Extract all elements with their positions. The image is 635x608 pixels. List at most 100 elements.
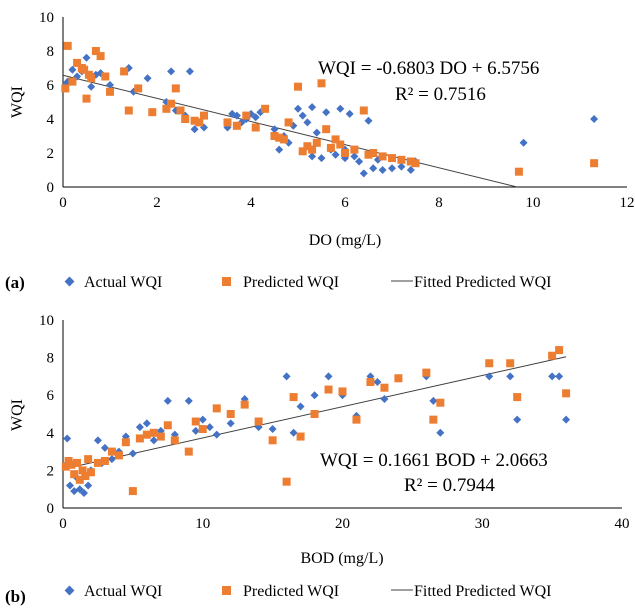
chart-a-x-tick: 2 [153, 195, 161, 211]
chart-a-actual-point [106, 81, 114, 89]
chart-b-predicted-point [107, 447, 116, 456]
chart-b-predicted-point [422, 368, 431, 377]
chart-b-predicted-point [282, 477, 291, 486]
legend-b-actual-label: Actual WQI [84, 583, 162, 600]
chart-b-x-tick: 20 [335, 516, 350, 532]
chart-b-actual-point [65, 481, 74, 490]
chart-a-predicted-point [223, 118, 232, 127]
chart-b-predicted-point [184, 447, 193, 456]
chart-a-actual-point [355, 157, 364, 166]
chart-b-actual-point [562, 415, 571, 424]
chart-b-predicted-point [70, 470, 79, 479]
chart-a-predicted-point [134, 84, 143, 93]
chart-b-actual-point [289, 428, 298, 437]
chart-b-predicted-point [149, 428, 158, 437]
chart-b-predicted-point [226, 410, 235, 418]
chart-a-actual-point [308, 152, 317, 161]
chart-b-predicted-point [128, 487, 137, 496]
chart-b-predicted-point [296, 432, 305, 441]
chart-a-x-tick: 8 [435, 195, 443, 211]
chart-a-predicted-point [242, 111, 251, 120]
chart-b-predicted-point [142, 430, 151, 439]
chart-b-actual-point [205, 423, 214, 432]
chart-b-actual-point [93, 436, 102, 445]
legend-b-predicted-label: Predicted WQI [243, 583, 339, 600]
chart-a-predicted-point [251, 123, 260, 132]
chart-b-actual-point [555, 372, 564, 381]
chart-a-actual-point [190, 125, 199, 134]
chart-b-r2: R² = 0.7944 [404, 475, 495, 496]
chart-a-predicted-point [162, 104, 171, 113]
chart-a-actual-point [143, 74, 152, 83]
chart-a-actual-point [350, 152, 359, 161]
chart-a-predicted-point [378, 152, 387, 161]
chart-a-y-tick: 4 [47, 112, 55, 128]
chart-b-predicted-point [135, 434, 144, 443]
chart-a-actual-point [331, 150, 340, 159]
chart-a-panel-label: (a) [5, 273, 25, 292]
chart-b-predicted-point [114, 451, 123, 460]
chart-a-actual-point [275, 145, 284, 154]
chart-a-predicted-point [87, 74, 96, 83]
chart-b-x-tick: 10 [195, 516, 210, 532]
chart-a-actual-point [406, 166, 415, 174]
chart-a-predicted-point [336, 140, 345, 149]
chart-a-predicted-point [270, 132, 279, 140]
chart-b-actual-point [380, 394, 389, 403]
chart-b-actual-point [485, 372, 494, 381]
chart-b-x-tick: 30 [475, 516, 490, 532]
chart-b-predicted-point [100, 457, 109, 465]
chart-a-actual-point [336, 104, 345, 113]
chart-b-x-tick: 0 [59, 516, 67, 532]
chart-a-actual-point [87, 82, 96, 91]
chart-b-legend: Actual WQI Predicted WQI Fitted Predicte… [64, 583, 551, 600]
legend-a-fit-label: Fitted Predicted WQI [414, 274, 551, 291]
chart-a-x-tick: 12 [620, 195, 635, 211]
chart-a-predicted-point [73, 58, 82, 67]
legend-b-fit-label: Fitted Predicted WQI [414, 583, 551, 600]
chart-a-actual-point [359, 169, 368, 178]
chart-a-y-tick: 8 [47, 44, 55, 60]
chart-a-predicted-point [331, 135, 340, 144]
chart-b-predicted-point [562, 389, 571, 398]
chart-a-actual-point [308, 103, 317, 112]
chart-a-predicted-point [148, 108, 157, 117]
chart-b-y-tick: 0 [47, 501, 55, 517]
chart-a-actual-point [251, 113, 260, 122]
chart-b-actual-point [191, 426, 200, 435]
chart-a-actual-point [232, 111, 241, 120]
chart-a-actual-point [388, 164, 396, 173]
chart-b-predicted-point [93, 458, 102, 467]
chart-b-predicted-point [163, 421, 172, 430]
chart-b-actual-point [296, 402, 305, 411]
chart-b-equation: WQI = 0.1661 BOD + 2.0663 [320, 450, 548, 471]
chart-a-predicted-point [91, 47, 100, 55]
chart-a-ylabel: WQI [9, 86, 26, 118]
legend-a-actual-label: Actual WQI [84, 274, 162, 291]
chart-b-actual-point [282, 372, 291, 381]
chart-a-predicted-point [195, 118, 204, 127]
chart-a-r2: R² = 0.7516 [395, 84, 486, 105]
chart-b-predicted-point [506, 359, 515, 368]
chart-a-predicted-point [171, 84, 180, 93]
chart-a-predicted-point [298, 147, 307, 156]
chart-a-predicted-point [284, 118, 293, 127]
chart-b-predicted-point [156, 432, 165, 441]
chart-a-predicted-point [181, 115, 190, 123]
chart-b-actual-point [548, 372, 557, 381]
chart-a-actual-point [82, 53, 91, 62]
chart-a-legend: Actual WQI Predicted WQI Fitted Predicte… [64, 274, 551, 291]
chart-a-predicted-point [96, 52, 105, 61]
chart-a-y-tick: 10 [39, 10, 54, 26]
chart-a-predicted-point [101, 72, 110, 81]
chart-a-x-tick: 6 [341, 195, 349, 211]
chart-b-predicted-point [121, 438, 130, 447]
chart-a-actual-point [590, 115, 599, 123]
chart-b-actual-point [373, 378, 382, 387]
chart-b-predicted-point [198, 425, 207, 434]
chart-b-predicted-point [81, 472, 90, 481]
chart-b-y-tick: 10 [39, 313, 54, 329]
chart-a-x-tick: 10 [526, 195, 541, 211]
chart-b-actual-point [135, 423, 144, 432]
